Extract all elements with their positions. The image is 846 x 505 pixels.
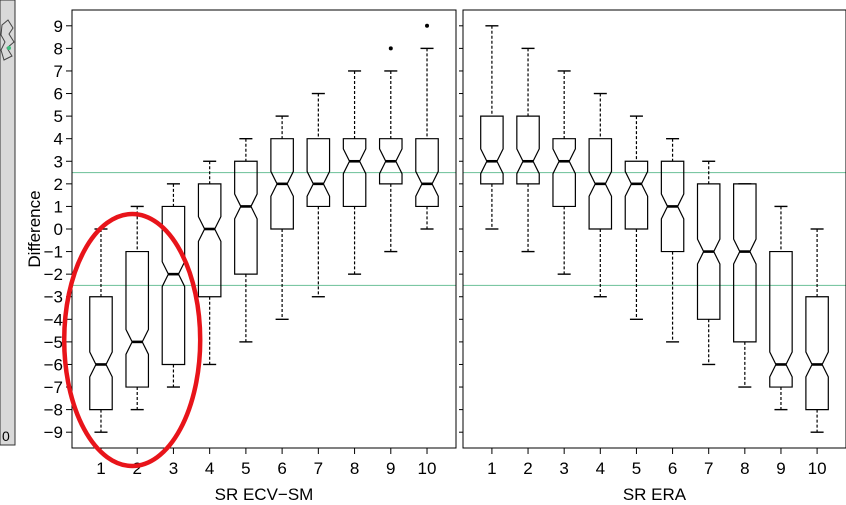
box-9	[769, 205, 793, 411]
y-tick-label: 2	[54, 175, 63, 194]
box-body	[234, 160, 258, 275]
box-body	[516, 115, 540, 185]
y-tick-label: 5	[54, 107, 63, 126]
left-boxplot-panel: −9 −8 −7 −6 −5 −4 −3 −2 −1 0 1 2 3 4 5 6 7 8 9 1 2 3 4 5 6 7 8 9 10 S…	[25, 9, 457, 504]
box-3	[161, 183, 186, 388]
x-tick-label: 9	[386, 459, 395, 478]
map-fragment-icon	[0, 19, 15, 61]
box-8	[342, 70, 367, 275]
box-2	[516, 47, 540, 253]
box-4	[197, 160, 222, 366]
box-body	[696, 183, 721, 320]
box-6	[660, 137, 685, 343]
y-tick-label: −5	[44, 333, 63, 352]
box-body	[733, 183, 757, 343]
x-tick-label: 2	[132, 459, 141, 478]
box-body	[624, 160, 649, 230]
left-neighbour-strip: 0	[0, 0, 16, 446]
x-tick-label: 5	[632, 459, 641, 478]
box-body	[306, 138, 331, 208]
box-body	[588, 138, 613, 230]
x-tick-label: 6	[668, 459, 677, 478]
box-body	[480, 115, 504, 185]
box-3	[552, 70, 576, 275]
y-tick-label: 3	[54, 152, 63, 171]
y-tick-label: 0	[54, 220, 63, 239]
box-9	[378, 46, 403, 253]
box-4	[588, 92, 613, 298]
y-tick-label: −7	[44, 378, 63, 397]
x-tick-label: 10	[418, 459, 437, 478]
y-tick-label: −9	[44, 423, 63, 442]
box-2	[125, 205, 150, 411]
strip-label: 0	[2, 428, 10, 444]
box-body	[342, 138, 367, 208]
box-body	[89, 296, 113, 411]
box-10	[415, 23, 439, 230]
box-body	[270, 138, 294, 230]
box-body	[660, 160, 685, 253]
x-tick-label: 10	[808, 459, 827, 478]
x-axis-title: SR ECV−SM	[215, 485, 314, 504]
x-tick-label: 6	[277, 459, 286, 478]
box-body	[805, 296, 829, 411]
box-1	[480, 25, 504, 230]
box-8	[733, 183, 757, 388]
x-tick-label: 2	[523, 459, 532, 478]
y-axis-title: Difference	[25, 190, 44, 267]
x-tick-label: 8	[740, 459, 749, 478]
y-tick-label: −3	[44, 288, 63, 307]
x-tick-label: 4	[205, 459, 214, 478]
plot-frame	[462, 9, 846, 449]
y-tick-label: −2	[44, 265, 63, 284]
y-tick-label: −1	[44, 243, 63, 262]
y-tick-label: −4	[44, 310, 63, 329]
y-tick-label: −6	[44, 355, 63, 374]
plot-frame	[71, 9, 457, 449]
box-body	[125, 250, 150, 388]
box-6	[270, 115, 294, 321]
x-tick-label: 7	[314, 459, 323, 478]
x-tick-label: 7	[704, 459, 713, 478]
y-tick-label: 7	[54, 62, 63, 81]
box-body	[552, 138, 576, 208]
box-7	[306, 92, 331, 298]
y-tick-label: −8	[44, 401, 63, 420]
box-10	[805, 228, 829, 433]
box-body	[378, 138, 403, 185]
x-tick-label: 3	[559, 459, 568, 478]
x-tick-label: 5	[241, 459, 250, 478]
x-tick-label: 4	[596, 459, 605, 478]
x-tick-label: 9	[776, 459, 785, 478]
box-5	[234, 137, 258, 343]
x-tick-label: 1	[487, 459, 496, 478]
right-boxplot-panel: 1 2 3 4 5 6 7 8 9 10 SR ERA	[459, 9, 846, 504]
y-tick-label: 1	[54, 197, 63, 216]
y-tick-label: 4	[54, 130, 63, 149]
x-tick-label: 3	[169, 459, 178, 478]
box-body	[161, 205, 186, 366]
y-tick-label: 8	[54, 39, 63, 58]
box-body	[415, 138, 439, 208]
box-body	[197, 183, 222, 298]
outlier-point	[425, 23, 430, 28]
box-1	[89, 228, 113, 433]
highlight-ellipse-annotation	[61, 211, 203, 469]
box-5	[624, 115, 649, 321]
box-body	[769, 250, 793, 388]
y-tick-label: 9	[54, 17, 63, 36]
y-tick-label: 6	[54, 85, 63, 104]
x-tick-label: 8	[350, 459, 359, 478]
x-axis-title: SR ERA	[623, 485, 687, 504]
box-7	[696, 160, 721, 366]
x-tick-label: 1	[96, 459, 105, 478]
outlier-point	[388, 46, 393, 51]
